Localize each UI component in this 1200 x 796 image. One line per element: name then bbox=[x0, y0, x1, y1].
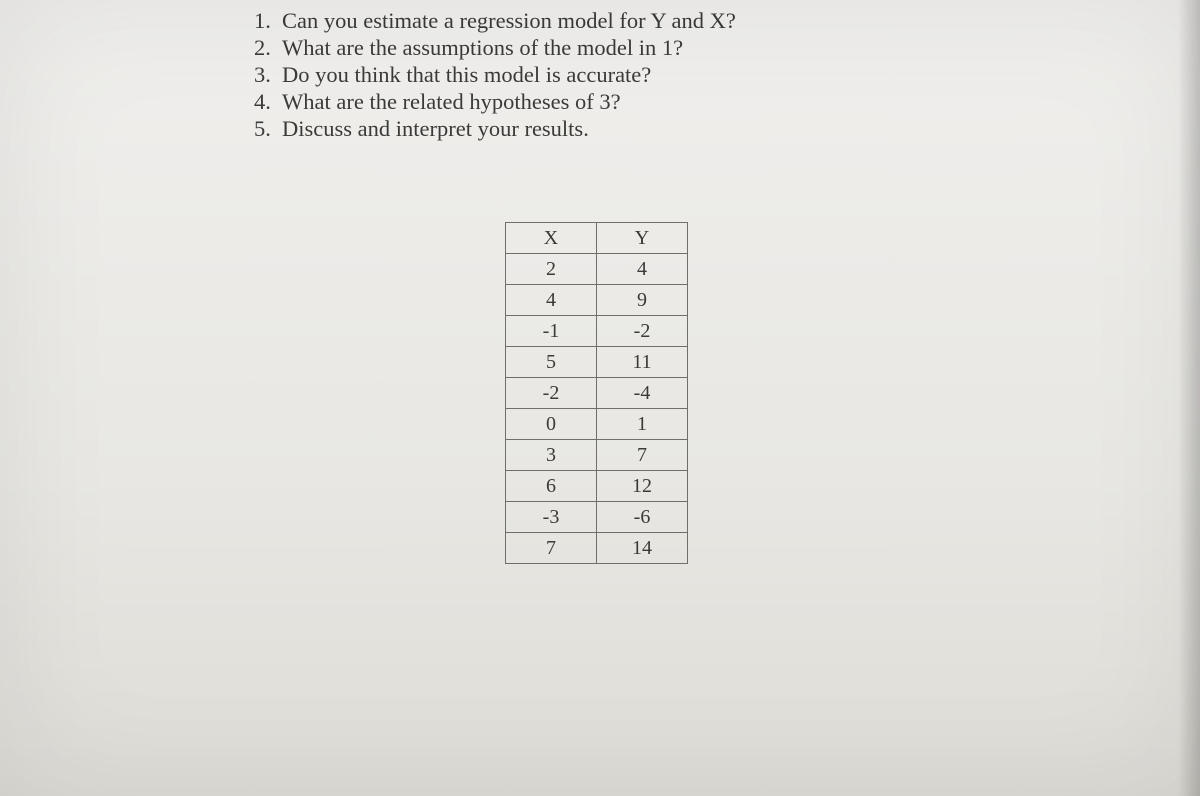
table-row: 511 bbox=[506, 347, 688, 378]
question-number: 3. bbox=[254, 61, 282, 88]
question-text: Discuss and interpret your results. bbox=[282, 115, 589, 142]
table-row: -3-6 bbox=[506, 502, 688, 533]
cell-y: -2 bbox=[597, 316, 688, 347]
worksheet-page: 1. Can you estimate a regression model f… bbox=[0, 0, 1180, 796]
question-text: What are the assumptions of the model in… bbox=[282, 34, 683, 61]
question-item: 5. Discuss and interpret your results. bbox=[254, 115, 736, 142]
cell-x: 7 bbox=[506, 533, 597, 564]
question-text: What are the related hypotheses of 3? bbox=[282, 88, 621, 115]
page-edge-shadow bbox=[1178, 0, 1200, 796]
question-item: 3. Do you think that this model is accur… bbox=[254, 61, 736, 88]
cell-x: 4 bbox=[506, 285, 597, 316]
data-table-container: X Y 24 49 -1-2 511 -2-4 01 37 612 -3-6 7… bbox=[505, 222, 688, 564]
question-item: 4. What are the related hypotheses of 3? bbox=[254, 88, 736, 115]
column-header-y: Y bbox=[597, 223, 688, 254]
column-header-x: X bbox=[506, 223, 597, 254]
cell-y: 7 bbox=[597, 440, 688, 471]
question-number: 5. bbox=[254, 115, 282, 142]
table-row: 714 bbox=[506, 533, 688, 564]
question-number: 1. bbox=[254, 7, 282, 34]
table-row: 49 bbox=[506, 285, 688, 316]
cell-y: 11 bbox=[597, 347, 688, 378]
question-text: Can you estimate a regression model for … bbox=[282, 7, 736, 34]
table-row: 24 bbox=[506, 254, 688, 285]
table-row: -2-4 bbox=[506, 378, 688, 409]
cell-x: 0 bbox=[506, 409, 597, 440]
cell-y: 1 bbox=[597, 409, 688, 440]
question-item: 2. What are the assumptions of the model… bbox=[254, 34, 736, 61]
cell-x: -2 bbox=[506, 378, 597, 409]
table-row: 612 bbox=[506, 471, 688, 502]
question-item: 1. Can you estimate a regression model f… bbox=[254, 7, 736, 34]
cell-x: -3 bbox=[506, 502, 597, 533]
table-header-row: X Y bbox=[506, 223, 688, 254]
table-row: -1-2 bbox=[506, 316, 688, 347]
question-text: Do you think that this model is accurate… bbox=[282, 61, 651, 88]
cell-y: 9 bbox=[597, 285, 688, 316]
cell-y: 14 bbox=[597, 533, 688, 564]
cell-y: 4 bbox=[597, 254, 688, 285]
question-number: 4. bbox=[254, 88, 282, 115]
cell-x: 6 bbox=[506, 471, 597, 502]
table-row: 37 bbox=[506, 440, 688, 471]
cell-y: -6 bbox=[597, 502, 688, 533]
cell-x: 3 bbox=[506, 440, 597, 471]
cell-y: -4 bbox=[597, 378, 688, 409]
cell-x: 5 bbox=[506, 347, 597, 378]
cell-x: 2 bbox=[506, 254, 597, 285]
question-number: 2. bbox=[254, 34, 282, 61]
xy-data-table: X Y 24 49 -1-2 511 -2-4 01 37 612 -3-6 7… bbox=[505, 222, 688, 564]
cell-y: 12 bbox=[597, 471, 688, 502]
table-row: 01 bbox=[506, 409, 688, 440]
cell-x: -1 bbox=[506, 316, 597, 347]
question-list: 1. Can you estimate a regression model f… bbox=[254, 7, 736, 142]
